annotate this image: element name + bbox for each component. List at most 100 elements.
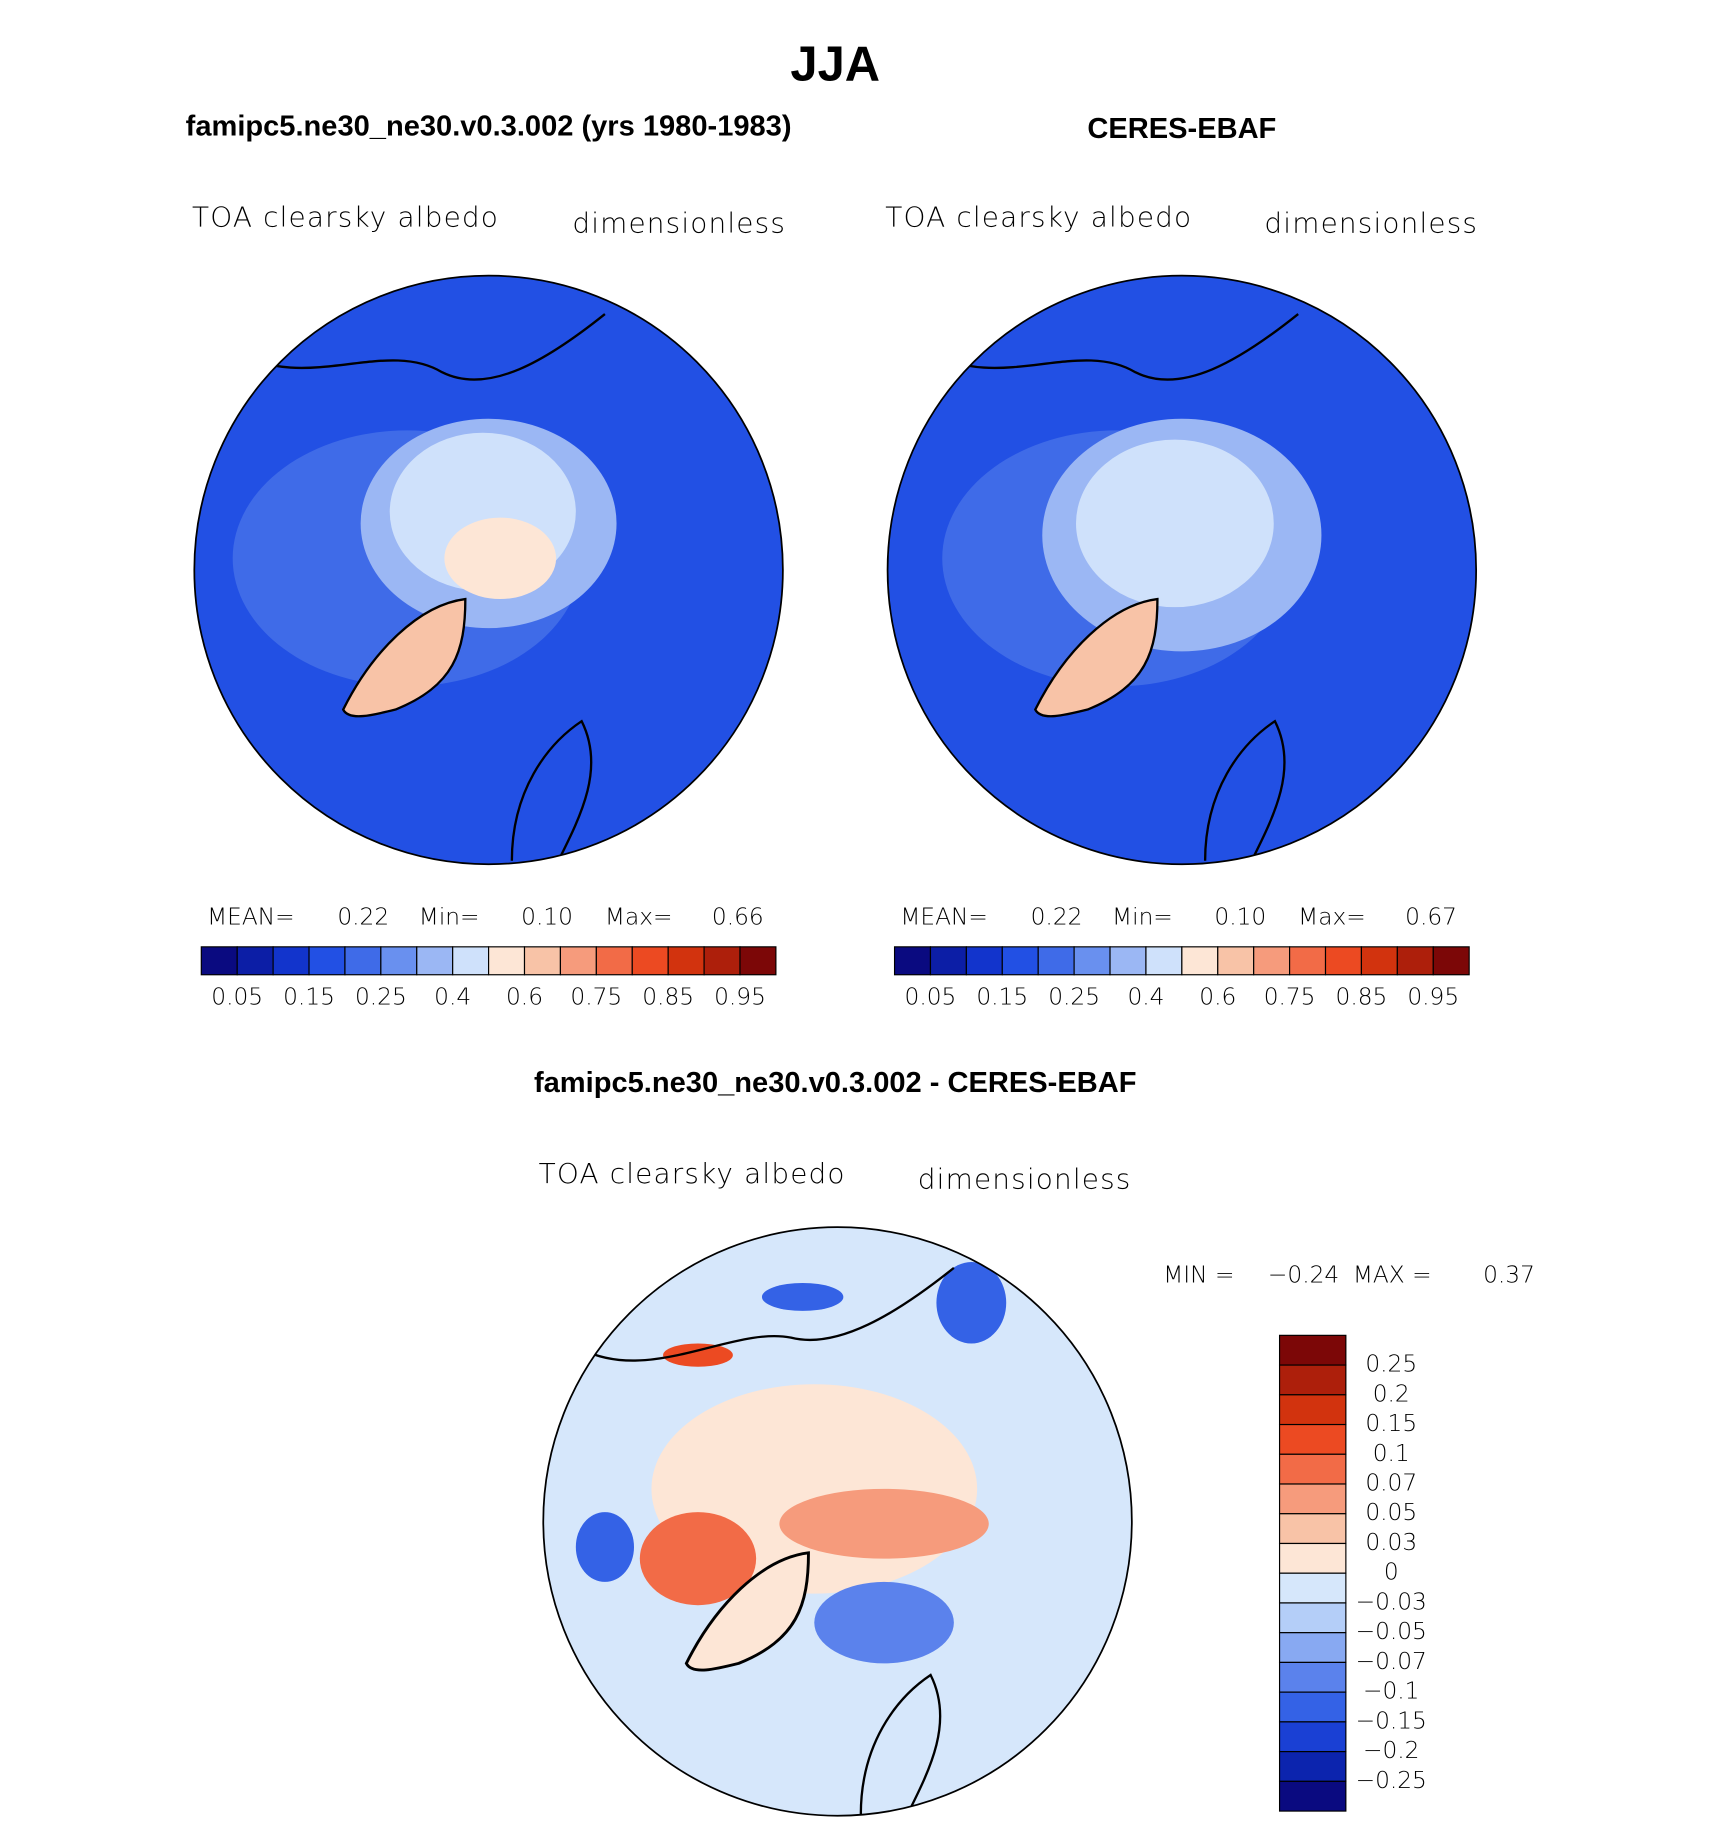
stat-text: Max=: [605, 903, 673, 930]
colorbar-box: [1278, 1721, 1347, 1753]
colorbar-box: [703, 946, 741, 976]
polar-map: [194, 275, 783, 865]
stat-text: 0.37: [1483, 1262, 1535, 1289]
coastline: [232, 313, 606, 381]
colorbar-box: [1278, 1780, 1347, 1812]
colorbar-box: [1360, 946, 1398, 976]
colorbar-label: 0.85: [1336, 984, 1388, 1011]
coastline: [1203, 719, 1286, 862]
stat-text: 0.22: [337, 903, 389, 930]
map-border: [886, 274, 1478, 866]
map-region: [761, 1282, 844, 1311]
stat-text: Max=: [1298, 903, 1366, 930]
panel-title: CERES-EBAF: [1087, 113, 1276, 145]
colorbar-box: [1278, 1364, 1347, 1396]
colorbar-label: 0.6: [1199, 984, 1236, 1011]
colorbar-label: 0: [1384, 1559, 1399, 1586]
coastline: [925, 313, 1299, 381]
colorbar-label: −0.1: [1363, 1678, 1419, 1705]
colorbar-box: [1278, 1661, 1347, 1693]
map-region: [639, 1512, 757, 1606]
panel-title: famipc5.ne30_ne30.v0.3.002 - CERES-EBAF: [534, 1067, 1137, 1099]
colorbar-label: 0.1: [1373, 1440, 1410, 1467]
colorbar-box: [1217, 946, 1255, 976]
colorbar-box: [1181, 946, 1219, 976]
map-border: [193, 274, 784, 866]
colorbar-label: 0.05: [1365, 1499, 1417, 1526]
greenland: [684, 1551, 810, 1672]
colorbar-box: [308, 946, 346, 976]
colorbar-box: [1278, 1602, 1347, 1634]
stat-text: 0.66: [712, 903, 764, 930]
colorbar-box: [1145, 946, 1183, 976]
colorbar-box: [893, 946, 932, 976]
colorbar-label: −0.2: [1363, 1737, 1419, 1764]
figure-title: JJA: [790, 37, 880, 91]
stats: MEAN= 0.22 Min= 0.10 Max= 0.66: [207, 903, 764, 930]
colorbar-box: [416, 946, 454, 976]
colorbar-box: [559, 946, 597, 976]
stat-text: 0.10: [1214, 903, 1266, 930]
colorbar-label: −0.03: [1356, 1588, 1427, 1615]
colorbar-label: 0.85: [642, 984, 694, 1011]
map-region: [779, 1488, 989, 1559]
colorbar-label: 0.75: [570, 984, 622, 1011]
colorbar-box: [595, 946, 633, 976]
stat-text: MIN =: [1163, 1262, 1234, 1289]
colorbar-box: [1109, 946, 1147, 976]
colorbar-label: 0.25: [1048, 984, 1100, 1011]
greenland: [1033, 597, 1159, 718]
colorbar-label: 0.07: [1365, 1470, 1417, 1497]
colorbar-box: [1396, 946, 1434, 976]
colorbar-label: 0.05: [905, 984, 957, 1011]
colorbar-label: −0.07: [1356, 1648, 1427, 1675]
variable-label: TOA clearsky albedo: [539, 1157, 846, 1190]
colorbar-box: [344, 946, 382, 976]
colorbar-box: [200, 946, 238, 976]
colorbar-box: [1289, 946, 1327, 976]
map-region: [575, 1512, 634, 1582]
colorbar-box: [380, 946, 418, 976]
coastline: [510, 719, 593, 862]
colorbar-box: [236, 946, 274, 976]
stats: MIN = −0.24 MAX = 0.37: [1163, 1262, 1535, 1289]
stat-text: Min=: [419, 903, 480, 930]
stat-text: MEAN=: [207, 903, 295, 930]
coastline: [581, 1266, 955, 1362]
stat-text: −0.24: [1268, 1262, 1339, 1289]
colorbar-box: [1253, 946, 1291, 976]
colorbar-box: [667, 946, 705, 976]
colorbar-label: 0.03: [1365, 1529, 1417, 1556]
colorbar-label: 0.05: [211, 984, 263, 1011]
stat-text: 0.10: [521, 903, 573, 930]
greenland: [341, 597, 467, 718]
colorbar-label: 0.2: [1373, 1380, 1410, 1407]
colorbar-label: 0.6: [506, 984, 543, 1011]
colorbar-label: 0.75: [1264, 984, 1316, 1011]
colorbar-box: [631, 946, 669, 976]
colorbar-label: 0.25: [1365, 1351, 1417, 1378]
map-region: [1076, 439, 1274, 608]
colorbar-box: [1037, 946, 1075, 976]
colorbar-label: 0.15: [283, 984, 335, 1011]
colorbar-label: 0.4: [434, 984, 471, 1011]
variable-label: TOA clearsky albedo: [885, 201, 1192, 234]
stat-text: MAX =: [1353, 1262, 1432, 1289]
colorbar-box: [1324, 946, 1363, 976]
colorbar-box: [1278, 1751, 1347, 1782]
colorbar-box: [1073, 946, 1111, 976]
colorbar-label: 0.15: [976, 984, 1028, 1011]
map-region: [814, 1581, 954, 1664]
colorbar-box: [488, 946, 526, 976]
colorbar-box: [1278, 1542, 1347, 1574]
colorbar-label: 0.25: [355, 984, 407, 1011]
colorbar-box: [1278, 1572, 1347, 1604]
colorbar-label: 0.95: [1407, 984, 1459, 1011]
map-region: [663, 1343, 733, 1367]
units-label: dimensionless: [1264, 206, 1478, 239]
colorbar-box: [1278, 1632, 1347, 1663]
colorbar-box: [272, 946, 310, 976]
units-label: dimensionless: [918, 1163, 1132, 1196]
colorbar-label: 0.15: [1365, 1410, 1417, 1437]
